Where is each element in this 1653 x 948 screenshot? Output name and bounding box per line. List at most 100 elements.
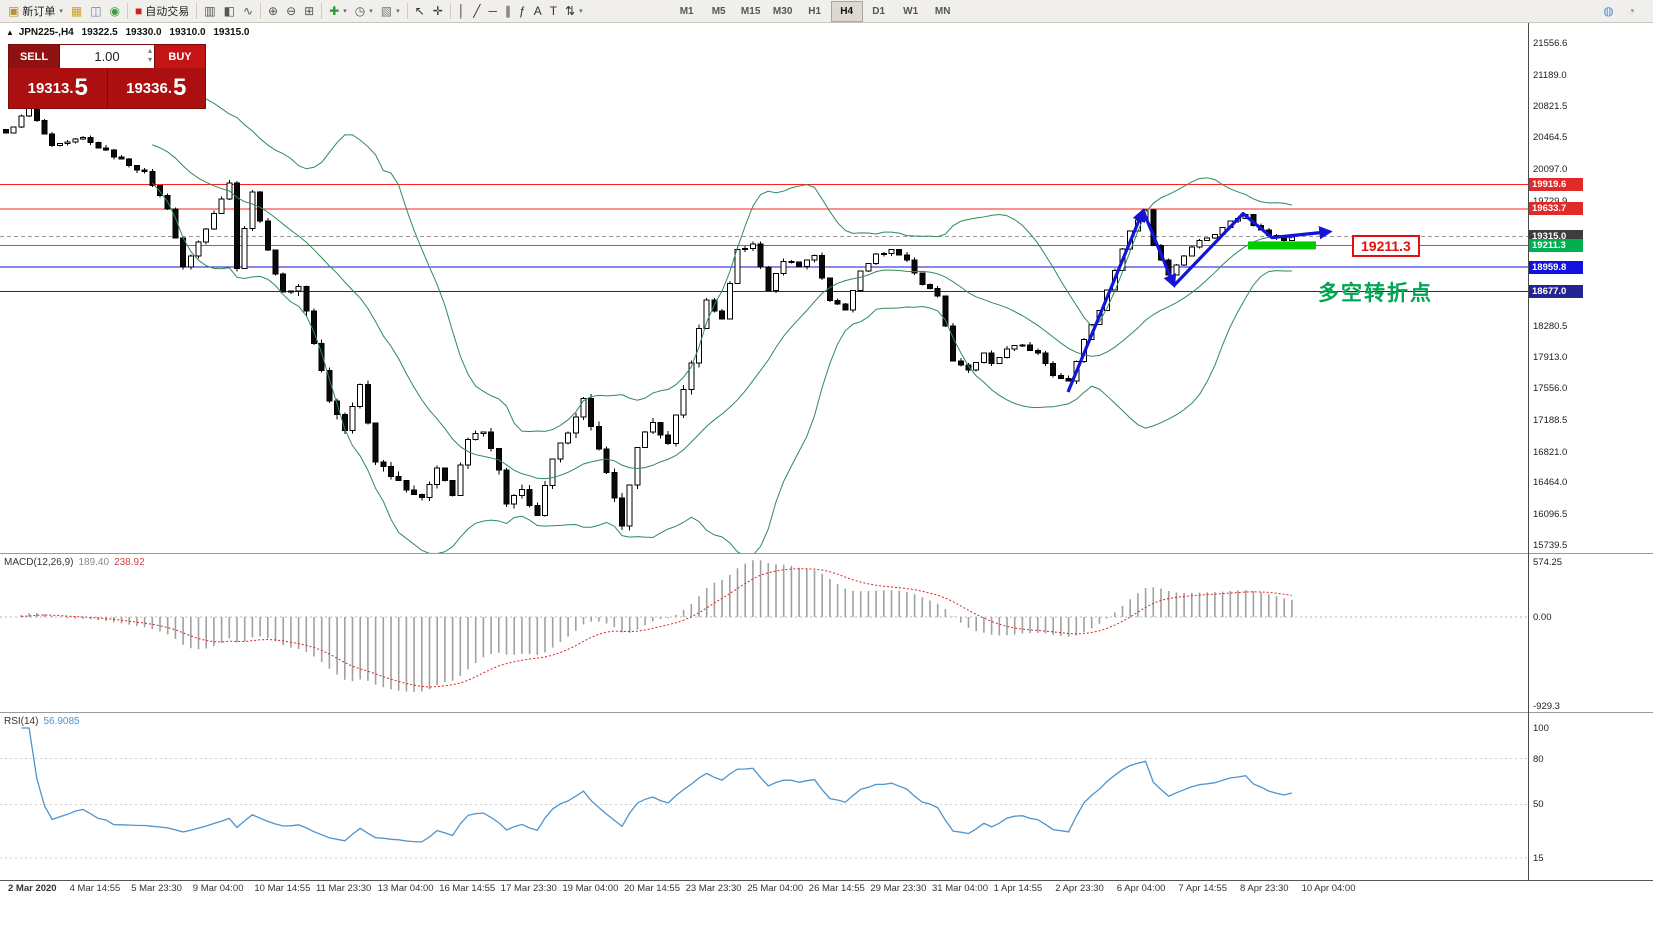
community-button[interactable]: ◍ — [1599, 2, 1617, 21]
rsi-name: RSI(14) — [4, 716, 39, 727]
volume-input[interactable]: 1.00 ▴ ▾ — [60, 45, 154, 68]
trendline-button[interactable]: ╱ — [469, 2, 484, 21]
profiles-button[interactable]: ◫ — [86, 2, 105, 21]
time-axis-label: 23 Mar 23:30 — [685, 883, 742, 894]
one-click-trading-panel: SELL 1.00 ▴ ▾ BUY 19313. 5 19336. 5 — [8, 44, 206, 109]
macd-axis-label: -929.3 — [1533, 701, 1560, 713]
dropdown-arrow-icon: ▾ — [579, 8, 583, 15]
clock-icon: ◷ — [354, 4, 366, 18]
market-watch-button[interactable]: ◉ — [106, 2, 124, 21]
horizontal-line-button[interactable]: ─ — [485, 2, 502, 21]
toolbar-separator — [260, 3, 262, 19]
sell-button[interactable]: SELL — [9, 45, 60, 68]
chart-area[interactable]: ▲ JPN225-,H4 19322.5 19330.0 19310.0 193… — [0, 23, 1653, 948]
vertical-line-button[interactable]: │ — [454, 2, 470, 21]
time-axis-label: 6 Apr 04:00 — [1116, 883, 1166, 894]
macd-axis-label: 574.25 — [1533, 556, 1563, 568]
price-axis-label: 18280.5 — [1533, 320, 1568, 332]
timeframe-h4[interactable]: H4 — [830, 0, 863, 22]
dropdown-arrow-icon: ▾ — [396, 8, 400, 15]
new-chart-button[interactable]: ▦ — [67, 2, 86, 21]
macd-signal-value: 238.92 — [114, 557, 145, 568]
bid-price[interactable]: 19313. 5 — [9, 68, 107, 108]
volume-value: 1.00 — [94, 49, 120, 64]
chinese-annotation[interactable]: 多空转折点 — [1318, 282, 1433, 305]
templates-button[interactable]: ▧ ▾ — [377, 2, 404, 21]
zoom-out-button[interactable]: ⊖ — [282, 2, 300, 21]
buy-button[interactable]: BUY — [154, 45, 205, 68]
price-axis-label: 20821.5 — [1533, 101, 1568, 113]
text-button[interactable]: A — [530, 2, 546, 21]
new-order-icon: ▣ — [8, 4, 20, 18]
zoom-out-icon: ⊖ — [286, 4, 297, 18]
time-axis-line — [0, 880, 1653, 881]
timeframe-h1[interactable]: H1 — [808, 5, 822, 17]
ask-price[interactable]: 19336. 5 — [106, 68, 206, 108]
time-axis-label: 4 Mar 14:55 — [69, 883, 121, 894]
fibonacci-button[interactable]: ƒ — [515, 2, 530, 21]
template-icon: ▧ — [380, 4, 393, 18]
timeframe-w1[interactable]: W1 — [903, 5, 919, 17]
bid-pip-digit: 5 — [74, 74, 88, 101]
tile-windows-icon: ⊞ — [304, 4, 315, 18]
autotrading-button[interactable]: ■ 自动交易 — [131, 2, 193, 21]
price-badge-18959.8: 18959.8 — [1529, 260, 1583, 274]
panel-separator[interactable] — [0, 553, 1653, 554]
line-chart-button[interactable]: ∿ — [239, 2, 257, 21]
price-axis-label: 16464.0 — [1533, 477, 1568, 489]
price-axis-label: 17188.5 — [1533, 414, 1568, 426]
new-order-button[interactable]: ▣ 新订单 ▾ — [4, 2, 67, 21]
timeframe-d1[interactable]: D1 — [872, 5, 886, 17]
periods-button[interactable]: ◷ ▾ — [351, 2, 377, 21]
tile-windows-button[interactable]: ⊞ — [300, 2, 318, 21]
crosshair-button[interactable]: ✛ — [429, 2, 447, 21]
price-badge-18677.0: 18677.0 — [1529, 285, 1583, 298]
timeframe-mn[interactable]: MN — [934, 5, 951, 17]
ohlc-open: 19322.5 — [81, 27, 118, 38]
time-axis-label: 19 Mar 04:00 — [562, 883, 619, 894]
autotrading-icon: ■ — [135, 4, 143, 18]
volume-up-button[interactable]: ▴ — [147, 46, 152, 55]
timeframe-m5[interactable]: M5 — [711, 5, 726, 17]
add-indicator-icon: ✚ — [329, 4, 340, 18]
time-axis-label: 8 Apr 23:30 — [1240, 883, 1289, 894]
macd-panel[interactable] — [0, 554, 1528, 711]
fibonacci-icon: ƒ — [519, 4, 526, 18]
price-callout-box[interactable]: 19211.3 — [1352, 235, 1420, 257]
timeframe-m15[interactable]: M15 — [740, 5, 761, 17]
bar-chart-button[interactable]: ▥ — [200, 2, 219, 21]
toolbar: ▣ 新订单 ▾ ▦ ◫ ◉ ■ 自动交易 ▥ ◧ ∿ ⊕ ⊖ ⊞ ✚ ▾ ◷ ▾ ▧ ▾ ↖ ✛ │ ╱ ─ ∥ ƒ A T ⇅ ▾ M1 M… — [0, 0, 1653, 23]
price-axis-border — [1528, 23, 1529, 880]
toolbar-separator — [196, 3, 198, 19]
price-axis-label: 17913.0 — [1533, 352, 1568, 364]
label-button[interactable]: T — [546, 2, 561, 21]
price-chart[interactable] — [0, 23, 1528, 553]
timeframe-m30[interactable]: M30 — [772, 5, 793, 17]
new-order-button-label: 新订单 — [22, 6, 56, 18]
time-axis-label: 2 Apr 23:30 — [1055, 883, 1104, 894]
candlestick-chart-button[interactable]: ◧ — [220, 2, 239, 21]
time-axis-label: 16 Mar 14:55 — [439, 883, 496, 894]
candlestick-icon: ◧ — [223, 4, 235, 18]
collapse-triangle-icon[interactable]: ▲ — [6, 28, 14, 37]
price-axis-label: 16096.5 — [1533, 509, 1568, 521]
channel-button[interactable]: ∥ — [501, 2, 515, 21]
cursor-button[interactable]: ↖ — [411, 2, 429, 21]
rsi-panel[interactable] — [0, 713, 1528, 879]
rsi-axis-label: 100 — [1533, 723, 1549, 734]
volume-down-button[interactable]: ▾ — [147, 55, 152, 64]
bar-chart-icon: ▥ — [204, 4, 216, 18]
timeframe-m1[interactable]: M1 — [679, 5, 694, 17]
panel-separator[interactable] — [0, 712, 1653, 713]
indicators-button[interactable]: ✚ ▾ — [325, 2, 351, 21]
zoom-in-button[interactable]: ⊕ — [264, 2, 282, 21]
time-axis-label: 10 Apr 04:00 — [1301, 883, 1356, 894]
price-axis-label: 16821.0 — [1533, 446, 1568, 458]
arrows-button[interactable]: ⇅ ▾ — [561, 2, 587, 21]
help-button[interactable]: ◔ — [1624, 2, 1639, 21]
text-icon: A — [533, 4, 542, 18]
time-axis-label: 26 Mar 14:55 — [808, 883, 865, 894]
time-axis-label: 11 Mar 23:30 — [316, 883, 372, 894]
chart-title: ▲ JPN225-,H4 19322.5 19330.0 19310.0 193… — [6, 27, 254, 38]
macd-label: MACD(12,26,9) 189.40 238.92 — [4, 557, 145, 568]
